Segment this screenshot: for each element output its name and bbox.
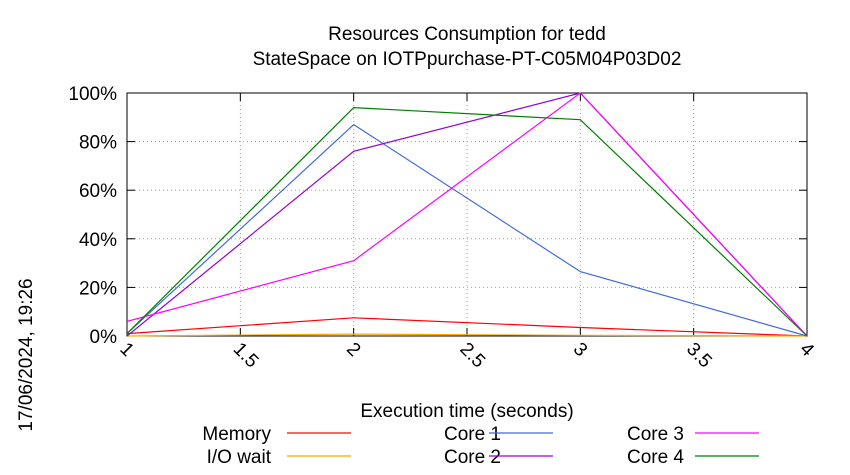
legend-label-memory: Memory xyxy=(202,424,271,445)
series-line-core-3 xyxy=(126,92,808,337)
x-tick-label: 1.5 xyxy=(229,339,263,373)
y-tick-label: 40% xyxy=(79,230,117,251)
series-lines xyxy=(126,92,808,337)
series-line-memory xyxy=(126,317,808,337)
chart-title-line2: StateSpace on IOTPpurchase-PT-C05M04P03D… xyxy=(253,49,682,70)
y-tick-label: 20% xyxy=(79,278,117,299)
legend-label-core-3: Core 3 xyxy=(627,424,684,445)
chart-title-line1: Resources Consumption for tedd xyxy=(328,24,606,45)
x-tick-label: 2.5 xyxy=(455,339,489,373)
grid xyxy=(127,93,807,336)
legend-label-i-o-wait: I/O wait xyxy=(207,447,272,468)
legend-label-core-4: Core 4 xyxy=(627,447,684,468)
x-tick-label: 2 xyxy=(342,339,364,361)
y-tick-label: 60% xyxy=(79,181,117,202)
y-tick-label: 0% xyxy=(90,327,118,348)
legend-label-core-1: Core 1 xyxy=(444,424,501,445)
x-tick-label: 1 xyxy=(115,339,137,361)
legend-label-core-2: Core 2 xyxy=(444,447,501,468)
series-line-core-4 xyxy=(126,106,808,337)
series-line-i-o-wait xyxy=(126,333,808,337)
y-tick-label: 100% xyxy=(68,84,117,105)
timestamp-label: 17/06/2024, 19:26 xyxy=(16,278,37,431)
x-tick-label: 4 xyxy=(795,339,818,362)
x-tick-label: 3 xyxy=(569,339,591,361)
y-tick-label: 80% xyxy=(79,133,117,154)
x-axis-label: Execution time (seconds) xyxy=(360,401,573,422)
series-line-core-1 xyxy=(126,123,808,337)
x-tick-label: 3.5 xyxy=(682,339,716,373)
